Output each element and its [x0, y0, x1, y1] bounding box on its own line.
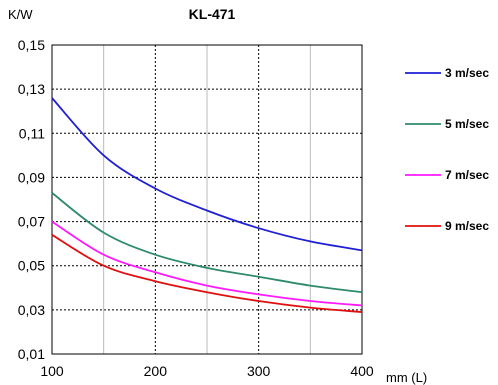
y-tick-label: 0,03	[18, 302, 45, 318]
y-tick-label: 0,11	[19, 125, 45, 141]
y-tick-label: 0,07	[18, 214, 45, 230]
grid-lines	[52, 45, 362, 354]
y-tick-label: 0,05	[18, 258, 45, 274]
legend-label: 9 m/sec	[445, 219, 489, 233]
y-tick-label: 0,15	[18, 37, 45, 53]
plot-frame	[51, 44, 363, 355]
series-line-5-m-sec	[51, 192, 363, 294]
legend-label: 3 m/sec	[445, 66, 489, 80]
plot-border	[51, 44, 363, 355]
series-lines	[51, 97, 363, 313]
y-tick-label: 0,01	[18, 346, 45, 362]
y-tick-labels: 0,15 0,13 0,11 0,09 0,07 0,05 0,03 0,01	[18, 37, 45, 362]
x-axis-label: mm (L)	[386, 370, 427, 385]
legend: 3 m/sec 5 m/sec 7 m/sec 9 m/sec	[405, 66, 489, 233]
series-line-7-m-sec	[51, 220, 363, 307]
y-tick-label: 0,09	[18, 169, 45, 185]
x-tick-label: 100	[40, 363, 64, 379]
x-tick-label: 200	[144, 363, 168, 379]
chart-title: KL-471	[189, 6, 236, 22]
y-tick-label: 0,13	[18, 81, 45, 97]
series-line-3-m-sec	[51, 97, 363, 252]
legend-label: 5 m/sec	[445, 117, 489, 131]
x-tick-labels: 100 200 300 400	[40, 363, 374, 379]
x-tick-label: 300	[247, 363, 271, 379]
legend-label: 7 m/sec	[445, 168, 489, 182]
series-line-9-m-sec	[51, 234, 363, 313]
x-tick-label: 400	[350, 363, 374, 379]
y-axis-label: K/W	[8, 7, 33, 22]
